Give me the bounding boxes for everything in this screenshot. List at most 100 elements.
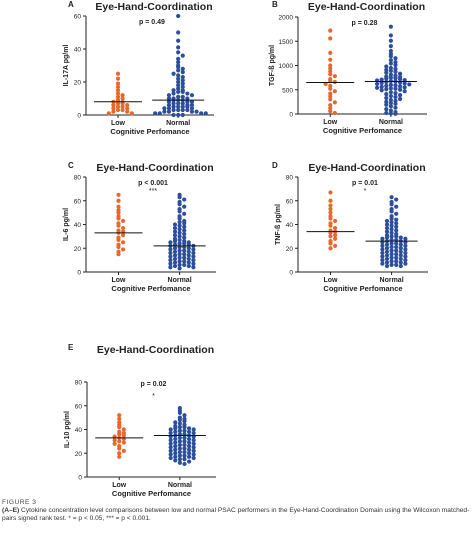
normal-point bbox=[177, 442, 182, 448]
normal-point bbox=[168, 430, 173, 436]
normal-point bbox=[182, 457, 187, 462]
normal-point bbox=[176, 94, 181, 99]
normal-point bbox=[388, 75, 393, 80]
normal-point bbox=[180, 66, 185, 71]
low-point bbox=[125, 106, 130, 111]
normal-point bbox=[168, 445, 173, 450]
normal-point bbox=[182, 248, 187, 253]
normal-point bbox=[384, 235, 390, 240]
normal-point bbox=[177, 216, 182, 221]
normal-point bbox=[185, 96, 190, 101]
low-point bbox=[116, 210, 121, 215]
low-point bbox=[328, 103, 333, 108]
chart-panel-b: B Eye-Hand-Coordination p = 0.28 0 500 1000 15… bbox=[269, 0, 427, 135]
normal-point bbox=[384, 99, 389, 104]
low-point bbox=[116, 198, 121, 203]
y-axis-label: IL-10 pg/ml bbox=[64, 411, 71, 448]
normal-point bbox=[168, 261, 173, 266]
normal-point bbox=[191, 441, 196, 446]
low-point bbox=[120, 104, 125, 109]
x-tick-label-low: Low bbox=[111, 120, 126, 127]
normal-point bbox=[389, 230, 394, 235]
normal-point bbox=[172, 233, 178, 238]
low-point bbox=[117, 439, 122, 444]
normal-point bbox=[380, 250, 385, 256]
low-point bbox=[328, 91, 333, 96]
normal-point bbox=[191, 455, 196, 461]
normal-point bbox=[168, 250, 173, 256]
figure-label: FIGURE 3 bbox=[2, 499, 37, 506]
low-point bbox=[121, 240, 126, 245]
low-point bbox=[125, 109, 130, 114]
significance-marker: * bbox=[364, 188, 367, 195]
p-value-label: p = 0.28 bbox=[352, 20, 378, 27]
normal-point bbox=[171, 107, 176, 113]
normal-point bbox=[173, 436, 178, 442]
normal-point bbox=[388, 61, 393, 66]
normal-point bbox=[393, 56, 398, 61]
normal-point bbox=[177, 252, 182, 257]
normal-point bbox=[388, 54, 393, 59]
caption-panels: (A–E) bbox=[2, 507, 20, 514]
normal-point bbox=[180, 78, 185, 83]
normal-point bbox=[176, 13, 181, 19]
figure-caption: FIGURE 3 (A–E) Cytokine concentration le… bbox=[2, 499, 472, 523]
chart-panel-c: C Eye-Hand-Coordination p < 0.001*** 0 20 40 6… bbox=[63, 161, 216, 293]
low-point bbox=[328, 36, 333, 41]
normal-point bbox=[172, 256, 178, 262]
normal-point bbox=[176, 73, 181, 78]
normal-point bbox=[172, 246, 178, 251]
normal-point bbox=[388, 104, 393, 109]
low-point bbox=[328, 72, 333, 77]
low-point bbox=[116, 204, 121, 209]
normal-point bbox=[393, 66, 398, 71]
y-tick-label: 0 bbox=[77, 113, 81, 120]
low-point bbox=[117, 446, 122, 451]
normal-point bbox=[180, 94, 185, 99]
normal-point bbox=[389, 244, 394, 250]
low-point bbox=[328, 69, 333, 74]
normal-point bbox=[176, 101, 181, 106]
low-point bbox=[328, 206, 333, 212]
normal-point bbox=[176, 89, 181, 94]
normal-point bbox=[177, 237, 182, 243]
normal-point bbox=[186, 440, 192, 445]
normal-point bbox=[389, 241, 394, 246]
normal-point bbox=[388, 72, 393, 77]
low-point bbox=[328, 86, 333, 91]
normal-point bbox=[157, 111, 162, 116]
normal-point bbox=[394, 197, 399, 202]
normal-point bbox=[168, 438, 173, 443]
normal-point bbox=[398, 235, 403, 240]
normal-point bbox=[189, 109, 195, 114]
normal-point bbox=[388, 38, 393, 43]
y-tick-label: 60 bbox=[286, 198, 294, 205]
normal-point bbox=[402, 81, 407, 86]
normal-point bbox=[203, 111, 208, 116]
p-value-label: p < 0.001 bbox=[138, 180, 168, 187]
normal-point bbox=[389, 259, 394, 264]
caption-body: Cytokine concentration level comparisons… bbox=[2, 507, 470, 522]
y-tick-label: 80 bbox=[75, 380, 83, 387]
normal-point bbox=[176, 107, 181, 113]
normal-point bbox=[177, 220, 182, 225]
normal-point bbox=[191, 258, 196, 263]
normal-point bbox=[186, 447, 192, 452]
normal-point bbox=[394, 204, 399, 209]
low-point bbox=[112, 438, 117, 443]
low-point bbox=[333, 225, 338, 231]
normal-point bbox=[176, 45, 181, 50]
normal-point bbox=[177, 259, 182, 264]
low-point bbox=[106, 111, 111, 116]
low-point bbox=[117, 454, 122, 459]
normal-point bbox=[186, 429, 192, 434]
normal-point bbox=[180, 81, 185, 86]
y-tick-label: 20 bbox=[74, 80, 82, 87]
x-axis-label: Cognitive Perfomance bbox=[323, 284, 402, 293]
normal-point bbox=[403, 261, 408, 266]
low-point bbox=[328, 223, 333, 228]
low-point bbox=[116, 252, 121, 257]
normal-point bbox=[389, 252, 394, 257]
normal-point bbox=[172, 239, 178, 244]
x-axis-label: Cognitive Perfomance bbox=[323, 126, 402, 135]
